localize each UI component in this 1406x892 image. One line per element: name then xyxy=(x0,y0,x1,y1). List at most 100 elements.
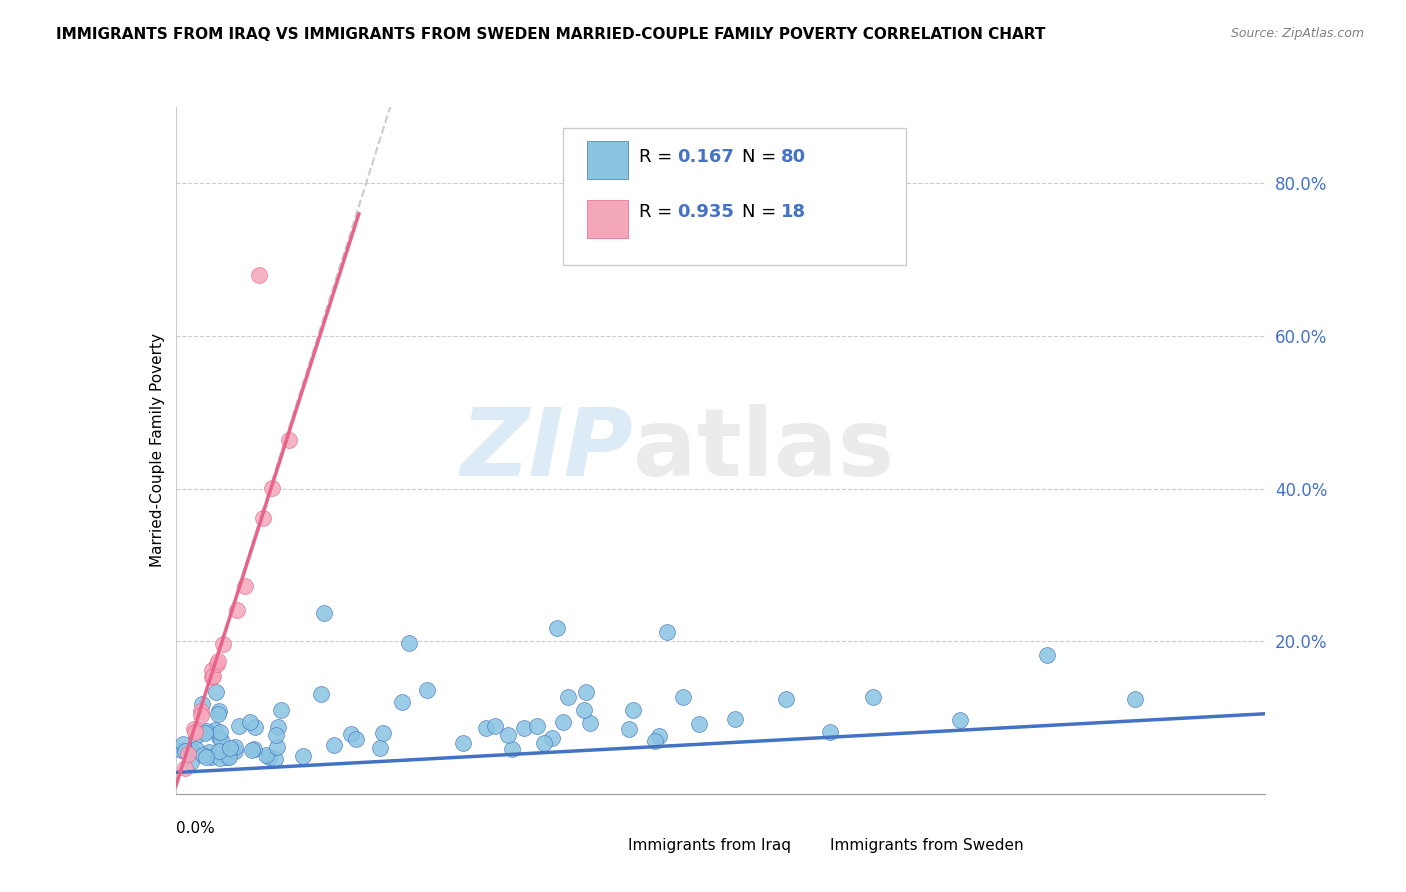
Point xyxy=(775,692,797,706)
Point xyxy=(266,728,288,742)
Point xyxy=(526,719,548,733)
Point xyxy=(202,669,225,683)
Point xyxy=(180,755,202,769)
Point xyxy=(243,741,266,756)
Point xyxy=(207,654,229,668)
Text: Immigrants from Sweden: Immigrants from Sweden xyxy=(830,838,1024,853)
Point xyxy=(197,745,219,759)
Point xyxy=(551,714,574,729)
Point xyxy=(184,724,207,739)
Point xyxy=(266,740,288,755)
Point xyxy=(264,751,287,765)
Text: IMMIGRANTS FROM IRAQ VS IMMIGRANTS FROM SWEDEN MARRIED-COUPLE FAMILY POVERTY COR: IMMIGRANTS FROM IRAQ VS IMMIGRANTS FROM … xyxy=(56,27,1046,42)
Point xyxy=(648,729,671,743)
Point xyxy=(644,734,666,748)
Point xyxy=(225,603,247,617)
Point xyxy=(184,729,207,743)
Point xyxy=(177,747,200,762)
Point xyxy=(541,731,564,745)
Text: R =: R = xyxy=(638,148,678,166)
Point xyxy=(252,511,274,525)
FancyBboxPatch shape xyxy=(562,128,905,265)
Point xyxy=(201,663,224,677)
Point xyxy=(474,721,496,735)
Point xyxy=(267,720,290,734)
Point xyxy=(209,725,232,739)
Point xyxy=(496,728,519,742)
Text: N =: N = xyxy=(742,148,782,166)
Point xyxy=(546,621,568,635)
Point xyxy=(243,720,266,734)
Text: atlas: atlas xyxy=(633,404,894,497)
Point xyxy=(655,625,678,640)
Point xyxy=(194,750,217,764)
Point xyxy=(195,723,218,738)
Point xyxy=(211,637,233,651)
Point xyxy=(217,749,239,764)
Point xyxy=(208,731,231,745)
Point xyxy=(416,683,439,698)
Text: Immigrants from Iraq: Immigrants from Iraq xyxy=(628,838,792,853)
Point xyxy=(557,690,579,705)
Point xyxy=(219,741,242,756)
Point xyxy=(174,761,197,775)
Point xyxy=(224,740,246,755)
Point xyxy=(172,737,194,751)
Point xyxy=(617,722,640,736)
Point xyxy=(201,670,224,684)
Point xyxy=(818,725,841,739)
Point xyxy=(194,726,217,740)
Point xyxy=(575,684,598,698)
Point xyxy=(572,703,595,717)
Point xyxy=(200,750,222,764)
Bar xyxy=(586,141,628,179)
Point xyxy=(190,707,212,722)
Text: 0.935: 0.935 xyxy=(678,203,734,221)
Text: R =: R = xyxy=(638,203,678,221)
Point xyxy=(621,703,644,717)
Point xyxy=(724,712,747,726)
Text: 0.0%: 0.0% xyxy=(176,822,215,837)
Point xyxy=(204,723,226,737)
Point xyxy=(391,695,413,709)
Text: ZIP: ZIP xyxy=(461,404,633,497)
Point xyxy=(578,716,600,731)
Point xyxy=(205,657,228,671)
Point xyxy=(314,607,336,621)
Point xyxy=(260,481,283,495)
Point xyxy=(190,704,212,718)
Point xyxy=(247,268,270,282)
Point xyxy=(533,735,555,749)
Point xyxy=(1123,692,1146,706)
Point xyxy=(501,741,523,756)
Point xyxy=(1036,648,1059,662)
Text: Source: ZipAtlas.com: Source: ZipAtlas.com xyxy=(1230,27,1364,40)
Point xyxy=(209,732,232,747)
Point xyxy=(174,744,197,758)
Point xyxy=(344,732,367,747)
Point xyxy=(270,702,292,716)
Point xyxy=(191,747,214,762)
Point xyxy=(278,433,301,447)
Point xyxy=(208,705,231,719)
Bar xyxy=(792,836,823,858)
Point xyxy=(228,719,250,733)
Point xyxy=(672,690,695,705)
Text: 0.167: 0.167 xyxy=(678,148,734,166)
Point xyxy=(169,743,191,757)
Bar xyxy=(591,836,620,858)
Point xyxy=(949,713,972,727)
Point xyxy=(218,750,240,764)
Point xyxy=(322,739,344,753)
Point xyxy=(183,722,205,736)
Point xyxy=(191,698,214,712)
Point xyxy=(484,719,506,733)
Text: N =: N = xyxy=(742,203,782,221)
Point xyxy=(368,741,391,756)
Point xyxy=(513,722,536,736)
Point xyxy=(371,726,394,740)
Point xyxy=(242,743,264,757)
Point xyxy=(688,717,710,731)
Text: 80: 80 xyxy=(780,148,806,166)
Point xyxy=(398,636,420,650)
